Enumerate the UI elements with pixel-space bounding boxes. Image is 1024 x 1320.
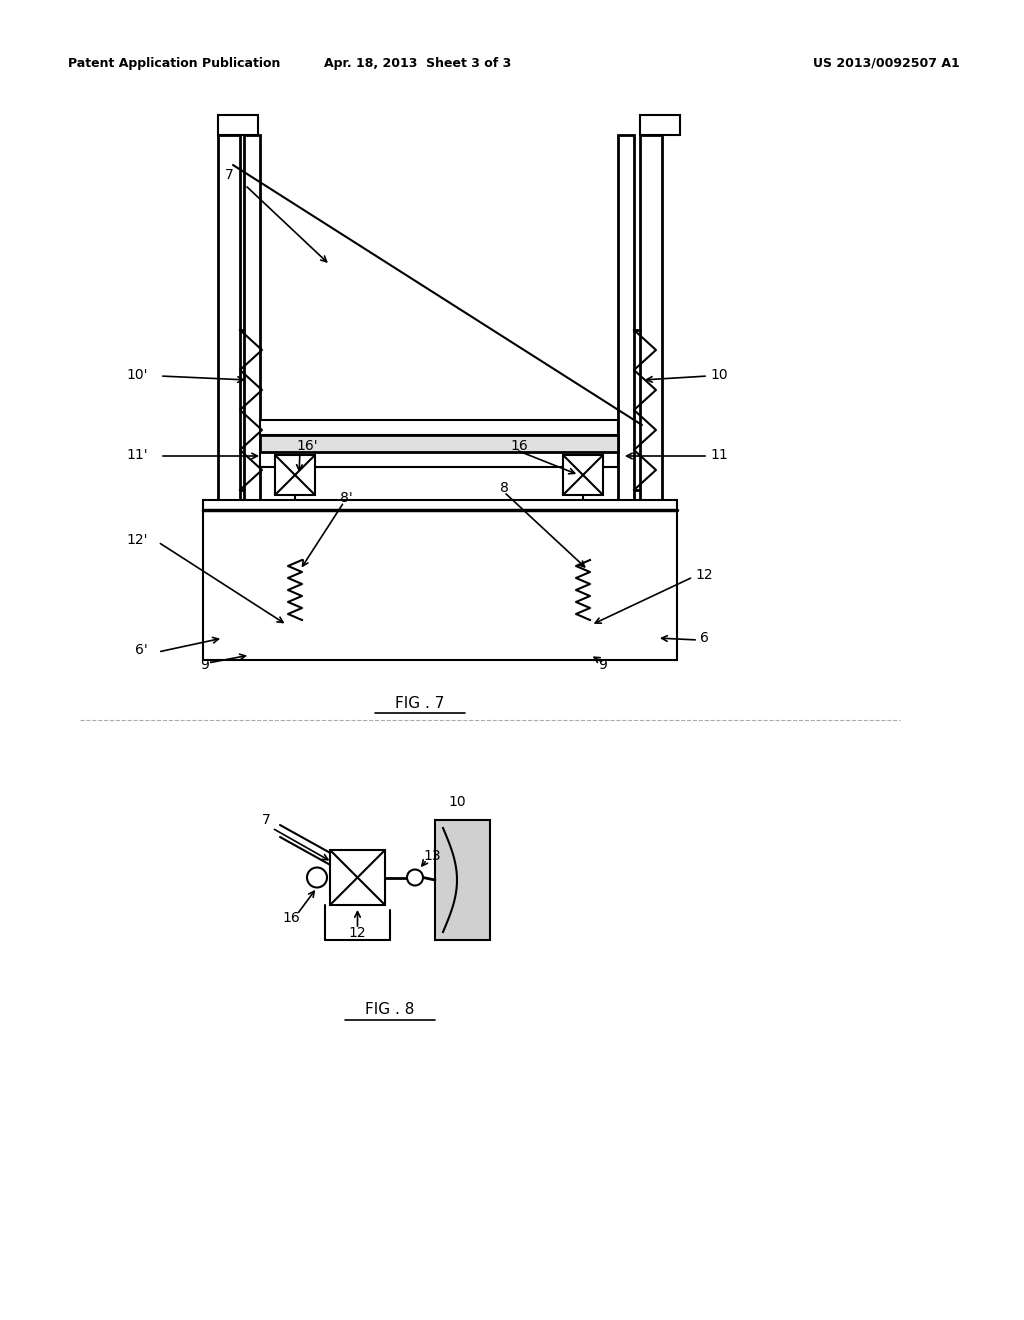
Text: Apr. 18, 2013  Sheet 3 of 3: Apr. 18, 2013 Sheet 3 of 3 [325, 57, 512, 70]
Text: 10: 10 [449, 795, 466, 809]
Circle shape [407, 870, 423, 886]
Polygon shape [218, 135, 240, 590]
Text: 6: 6 [700, 631, 709, 645]
Text: 7: 7 [225, 168, 233, 182]
Polygon shape [244, 135, 260, 590]
Text: 11': 11' [126, 447, 148, 462]
Text: FIG . 7: FIG . 7 [395, 696, 444, 710]
Text: Patent Application Publication: Patent Application Publication [68, 57, 281, 70]
Text: 9: 9 [598, 657, 607, 672]
Text: 11: 11 [710, 447, 728, 462]
Polygon shape [287, 620, 303, 630]
Polygon shape [260, 420, 618, 436]
Polygon shape [203, 500, 677, 660]
Polygon shape [260, 451, 618, 467]
Text: 9': 9' [200, 657, 213, 672]
Text: 12': 12' [127, 533, 148, 546]
Text: 6': 6' [135, 643, 148, 657]
Text: 8': 8' [340, 491, 352, 506]
Text: 12: 12 [695, 568, 713, 582]
Polygon shape [275, 455, 315, 495]
Polygon shape [218, 115, 258, 135]
Text: 7: 7 [262, 813, 270, 828]
Text: 16: 16 [510, 440, 527, 453]
Text: 12: 12 [349, 927, 367, 940]
Text: 8: 8 [500, 480, 509, 495]
Text: 16: 16 [282, 911, 300, 924]
Text: FIG . 8: FIG . 8 [366, 1002, 415, 1018]
Text: 13: 13 [423, 849, 440, 862]
Polygon shape [435, 820, 490, 940]
Polygon shape [260, 436, 618, 451]
Polygon shape [330, 850, 385, 906]
Polygon shape [575, 620, 591, 630]
Polygon shape [640, 115, 680, 135]
Text: 16': 16' [296, 440, 317, 453]
Circle shape [307, 867, 327, 887]
Text: 10': 10' [127, 368, 148, 381]
Polygon shape [640, 135, 662, 590]
Polygon shape [563, 455, 603, 495]
Text: 10: 10 [710, 368, 728, 381]
Text: US 2013/0092507 A1: US 2013/0092507 A1 [813, 57, 961, 70]
Polygon shape [618, 135, 634, 590]
